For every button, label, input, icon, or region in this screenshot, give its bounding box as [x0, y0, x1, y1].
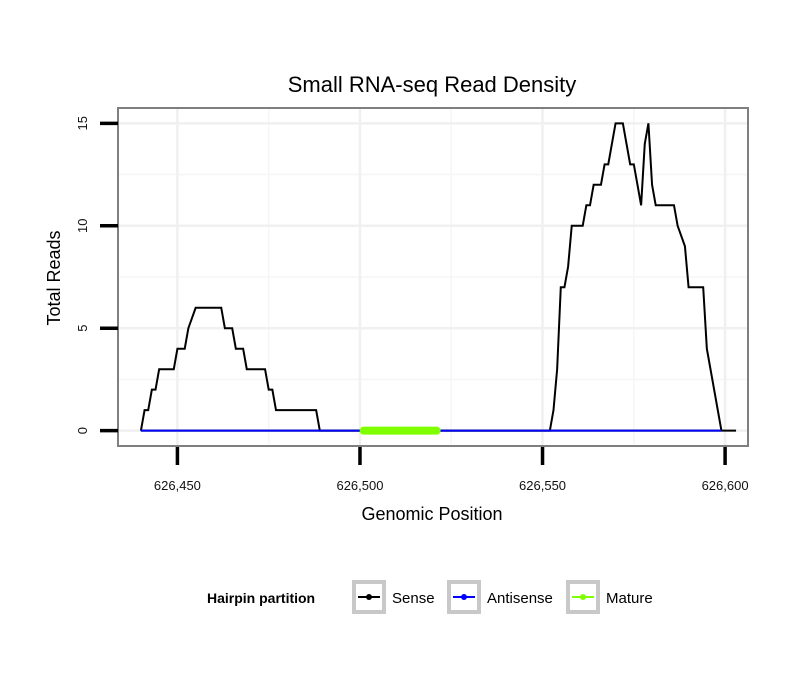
- y-tick-label: 0: [75, 427, 90, 434]
- legend-label-antisense: Antisense: [487, 590, 553, 607]
- legend-item-sense: Sense: [352, 580, 435, 614]
- legend-title: Hairpin partition: [207, 590, 315, 606]
- y-axis-title: Total Reads: [44, 230, 64, 325]
- legend-dot-antisense: [461, 594, 467, 600]
- x-axis-title: Genomic Position: [361, 504, 502, 524]
- grid-minor: [119, 109, 747, 445]
- y-tick-label: 15: [75, 116, 90, 130]
- x-axis: 626,450 626,500 626,550 626,600: [154, 447, 749, 493]
- x-tick-label: 626,500: [336, 478, 383, 493]
- legend-dot-mature: [580, 594, 586, 600]
- y-tick-label: 10: [75, 219, 90, 233]
- x-tick-label: 626,600: [702, 478, 749, 493]
- legend-label-mature: Mature: [606, 590, 653, 607]
- sense-line: [139, 122, 723, 432]
- y-axis: 0 5 10 15: [75, 116, 118, 434]
- legend: Hairpin partition Sense Antisense Mature: [207, 580, 653, 614]
- legend-item-antisense: Antisense: [447, 580, 553, 614]
- legend-item-mature: Mature: [566, 580, 653, 614]
- legend-label-sense: Sense: [392, 590, 435, 607]
- series-layer: [139, 122, 737, 435]
- chart-title: Small RNA-seq Read Density: [288, 72, 577, 97]
- y-tick-label: 5: [75, 325, 90, 332]
- legend-dot-sense: [366, 594, 372, 600]
- x-tick-label: 626,550: [519, 478, 566, 493]
- x-tick-label: 626,450: [154, 478, 201, 493]
